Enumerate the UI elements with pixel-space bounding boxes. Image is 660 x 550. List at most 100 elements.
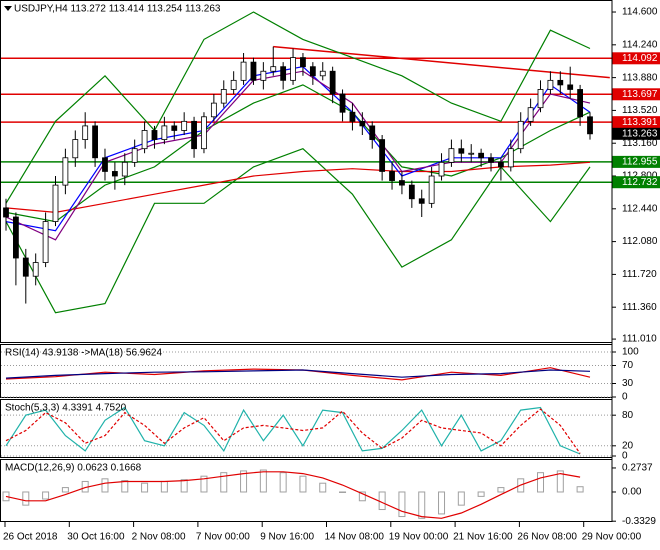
candle-body: [290, 57, 296, 81]
macd-bar: [279, 472, 287, 493]
candle-body: [12, 216, 19, 259]
candle-body: [498, 161, 504, 168]
candle-body: [468, 152, 475, 155]
y-tick-label: 30: [622, 378, 634, 389]
trend-line: [273, 45, 610, 79]
candle-body: [300, 57, 306, 68]
candle-body: [82, 125, 89, 140]
macd-bar: [398, 491, 406, 518]
price-box: [612, 127, 660, 140]
x-tick-label: 14 Nov 08:00: [325, 532, 385, 543]
macd-bar: [259, 469, 267, 493]
y-tick-label: 112.440: [622, 203, 658, 214]
macd-bar: [180, 479, 188, 493]
indicator-line: [5, 406, 581, 455]
x-tick-label: 2 Nov 08:00: [132, 532, 186, 543]
candle-body: [478, 152, 485, 159]
candle-body: [517, 120, 524, 150]
macd-bar: [220, 472, 228, 493]
price-label: 113.263: [622, 128, 658, 139]
macd-bar: [537, 472, 545, 493]
macd-bar: [339, 491, 347, 493]
candle-body: [507, 148, 514, 168]
candle-body: [161, 125, 168, 140]
candle-body: [141, 130, 148, 150]
indicator-line: [5, 471, 581, 519]
indicator-line: [5, 369, 591, 379]
candle-body: [131, 148, 138, 163]
macd-bar: [61, 487, 69, 493]
candle-body: [587, 116, 593, 135]
macd-bar: [2, 491, 10, 502]
candle-body: [220, 89, 227, 104]
y-tick-label: 114.600: [622, 7, 658, 18]
macd-bar: [457, 491, 465, 506]
panel-title: USDJPY,H4 113.272 113.414 113.254 113.26…: [14, 4, 221, 15]
x-tick-label: 30 Oct 16:00: [67, 532, 125, 543]
candle-body: [102, 157, 108, 172]
panel-title: Stoch(5,3,3) 4.3391 4.7520: [5, 403, 127, 414]
y-tick-label: 0.2737: [622, 463, 653, 474]
y-tick-label: 113.160: [622, 138, 658, 149]
macd-bar: [418, 491, 426, 519]
macd-bar: [378, 491, 386, 511]
candle-body: [230, 79, 237, 90]
level-label: 114.092: [622, 53, 658, 64]
y-tick-label: 0: [622, 451, 628, 462]
level-box: [612, 52, 660, 65]
x-tick-label: 26 Nov 08:00: [517, 532, 577, 543]
macd-bar: [299, 475, 307, 493]
macd-bar: [477, 491, 485, 497]
y-tick-label: 80: [622, 410, 634, 421]
x-tick-label: 21 Nov 16:00: [453, 532, 513, 543]
macd-bar: [319, 482, 327, 493]
level-box: [612, 116, 660, 129]
candle-body: [72, 139, 79, 159]
macd-bar: [576, 486, 584, 493]
candle-body: [448, 148, 455, 163]
candle-body: [42, 221, 49, 263]
candle-body: [557, 79, 564, 86]
macd-bar: [438, 491, 446, 515]
candle-body: [111, 171, 118, 177]
candle-body: [191, 120, 197, 150]
macd-bar: [358, 491, 366, 502]
candle-body: [488, 157, 494, 163]
macd-bar: [101, 478, 109, 493]
candle-body: [250, 61, 257, 81]
candle-body: [92, 125, 98, 159]
candle-body: [181, 120, 188, 131]
candle-body: [389, 171, 395, 181]
panel-title: RSI(14) 43.9138 ->MA(18) 56.9624: [5, 348, 162, 359]
candle-body: [537, 89, 544, 109]
candle-body: [280, 66, 287, 81]
candle-body: [3, 207, 9, 218]
candle-body: [62, 157, 69, 186]
y-tick-label: -0.3329: [622, 516, 656, 527]
y-tick-label: 0.00: [622, 487, 642, 498]
candle-body: [32, 262, 39, 277]
candle-body: [121, 161, 128, 177]
candle-body: [319, 70, 326, 77]
y-tick-label: 114.240: [622, 39, 658, 50]
candle-body: [369, 125, 376, 140]
macd-bar: [200, 475, 208, 493]
y-tick-label: 111.010: [622, 334, 657, 345]
level-label: 113.697: [622, 89, 658, 100]
x-tick-label: 26 Oct 2018: [3, 532, 58, 543]
candle-body: [349, 111, 356, 122]
level-box: [612, 176, 660, 189]
y-tick-label: 111.360: [622, 302, 657, 313]
indicator-line: [5, 408, 581, 454]
candle-body: [428, 175, 435, 204]
candle-body: [577, 89, 584, 118]
menu-arrow: [4, 6, 12, 11]
x-tick-label: 29 Nov 00:00: [582, 532, 642, 543]
candle-body: [240, 61, 247, 81]
candle-body: [527, 107, 534, 122]
macd-bar: [22, 491, 30, 506]
level-box: [612, 88, 660, 101]
candle-body: [52, 184, 59, 222]
